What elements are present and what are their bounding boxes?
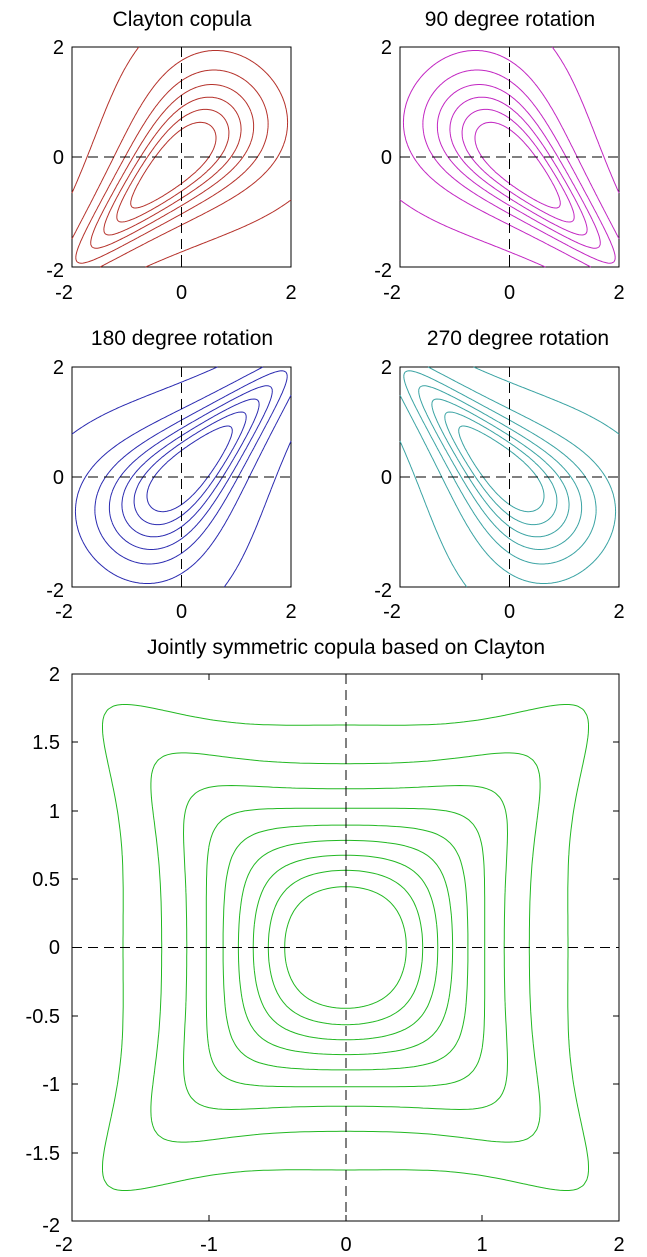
y-tick-label: 2: [53, 357, 64, 379]
x-tick-label: 0: [176, 282, 187, 304]
contour-line: [431, 398, 570, 538]
y-tick-label: 2: [53, 37, 64, 59]
x-tick-label: -2: [55, 1234, 73, 1256]
x-tick-label: -2: [383, 282, 401, 304]
x-tick-label: 2: [613, 1234, 624, 1256]
contour-line: [116, 108, 230, 223]
contour-group: [71, 366, 292, 588]
contour-line: [237, 839, 454, 1056]
contour-line: [418, 385, 583, 550]
contour-line: [71, 50, 289, 268]
contour-line: [71, 46, 292, 268]
y-tick-label: 0.5: [32, 869, 60, 891]
y-tick-label: 1: [49, 801, 60, 823]
x-tick-label: -1: [200, 1234, 218, 1256]
contour-line: [71, 366, 292, 588]
contour-group: [399, 366, 620, 588]
contour-line: [403, 370, 597, 565]
y-tick-label: 2: [49, 664, 60, 686]
contour-line: [103, 96, 242, 236]
contour-group: [102, 704, 589, 1191]
x-tick-label: 2: [285, 601, 296, 623]
contour-line: [150, 752, 541, 1143]
contour-line: [121, 398, 260, 538]
contour-group: [399, 46, 620, 268]
y-tick-label: -1.5: [26, 1143, 60, 1165]
contour-line: [449, 96, 588, 236]
panel-title: Clayton copula: [113, 8, 252, 31]
contour-line: [399, 46, 620, 268]
contour-line: [444, 411, 558, 526]
contour-line: [74, 366, 292, 584]
contour-group: [71, 46, 292, 268]
contour-line: [458, 425, 545, 513]
panel-180-degree-rotation: 180 degree rotation -2 0 2 -2 0 2: [46, 327, 296, 623]
contour-line: [146, 425, 233, 513]
contour-line: [402, 50, 620, 268]
contour-line: [267, 869, 424, 1026]
panel-title: 90 degree rotation: [425, 8, 595, 31]
x-tick-label: -2: [55, 282, 73, 304]
y-tick-label: 0: [381, 467, 392, 489]
x-tick-label: -2: [383, 601, 401, 623]
panel-clayton: Clayton copula -2 0 2 -2 0 2: [46, 8, 296, 304]
panel-270-degree-rotation: 270 degree rotation -2 0 2 -2 0 2: [374, 327, 624, 623]
panel-jointly-symmetric: Jointly symmetric copula based on Clayto…: [26, 636, 625, 1256]
contour-line: [75, 69, 269, 264]
y-tick-label: -0.5: [26, 1006, 60, 1028]
panel-title: 270 degree rotation: [427, 327, 609, 350]
contour-line: [436, 84, 601, 249]
y-tick-label: -2: [46, 260, 64, 282]
contour-line: [399, 366, 620, 588]
contour-line: [94, 370, 288, 565]
contour-line: [399, 366, 617, 584]
y-tick-label: 2: [381, 37, 392, 59]
contour-line: [474, 121, 561, 209]
x-tick-label: 0: [504, 282, 515, 304]
x-tick-label: 0: [504, 601, 515, 623]
contour-line: [90, 84, 255, 249]
x-tick-label: 2: [613, 282, 624, 304]
contour-line: [205, 807, 486, 1088]
x-tick-label: 0: [176, 601, 187, 623]
contour-line: [183, 785, 508, 1110]
contour-line: [252, 854, 439, 1041]
y-tick-label: -1: [42, 1074, 60, 1096]
y-tick-label: 1.5: [32, 732, 60, 754]
y-tick-label: 0: [53, 467, 64, 489]
y-tick-label: 0: [49, 937, 60, 959]
y-tick-label: 0: [381, 147, 392, 169]
contour-line: [133, 411, 247, 526]
x-tick-label: -2: [55, 601, 73, 623]
y-tick-label: -2: [374, 260, 392, 282]
contour-line: [284, 886, 407, 1009]
panel-title: Jointly symmetric copula based on Clayto…: [147, 636, 545, 659]
y-tick-label: 2: [381, 357, 392, 379]
contour-line: [130, 121, 217, 209]
y-tick-label: -2: [374, 580, 392, 602]
panel-title: 180 degree rotation: [91, 327, 273, 350]
contour-line: [222, 824, 469, 1071]
panel-90-degree-rotation: 90 degree rotation -2 0 2 -2 0 2: [374, 8, 624, 304]
x-tick-label: 2: [285, 282, 296, 304]
contour-line: [102, 704, 589, 1191]
y-tick-label: -2: [42, 1215, 60, 1237]
contour-line: [108, 385, 273, 550]
y-tick-label: 0: [53, 147, 64, 169]
y-tick-label: -2: [46, 580, 64, 602]
contour-line: [461, 108, 575, 223]
contour-line: [422, 69, 616, 264]
x-tick-label: 0: [340, 1234, 351, 1256]
x-tick-label: 1: [476, 1234, 487, 1256]
x-tick-label: 2: [613, 601, 624, 623]
